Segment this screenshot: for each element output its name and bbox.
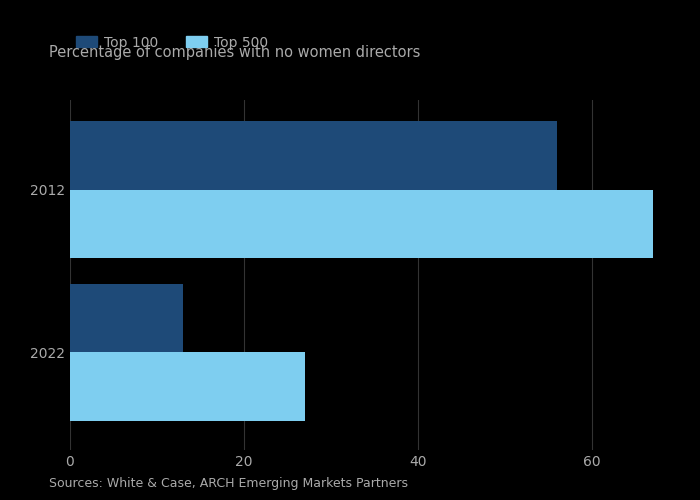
- Bar: [70, 190, 653, 258]
- Text: Sources: White & Case, ARCH Emerging Markets Partners: Sources: White & Case, ARCH Emerging Mar…: [49, 477, 408, 490]
- Bar: [70, 121, 557, 190]
- Text: Percentage of companies with no women directors: Percentage of companies with no women di…: [49, 45, 421, 60]
- Legend: Top 100, Top 500: Top 100, Top 500: [71, 30, 274, 55]
- Bar: [70, 284, 183, 352]
- Bar: [70, 352, 305, 420]
